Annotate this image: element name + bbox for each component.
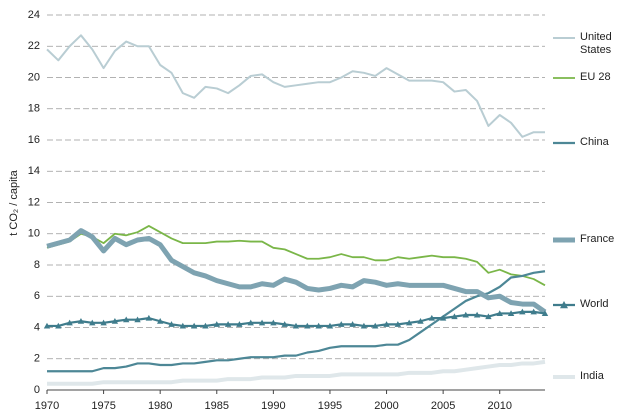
x-tick-label: 1990 [261, 400, 285, 412]
marker [304, 322, 311, 329]
marker [213, 321, 220, 327]
series-line [46, 225, 546, 287]
marker [383, 321, 390, 327]
y-tick-label: 14 [28, 165, 40, 177]
marker [66, 319, 73, 326]
marker [190, 322, 198, 329]
marker [428, 314, 436, 321]
y-tick-label: 20 [28, 71, 40, 83]
marker [258, 319, 266, 326]
x-tick-label: 1995 [318, 400, 342, 412]
marker [270, 319, 277, 326]
marker [247, 319, 254, 326]
y-tick-label: 16 [28, 134, 40, 146]
legend-label: China [580, 136, 609, 148]
series-line [47, 270, 546, 373]
y-tick-label: 18 [28, 103, 40, 115]
series-line [46, 228, 547, 314]
marker [349, 321, 356, 327]
y-tick-label: 10 [28, 228, 40, 240]
legend-label: World [580, 298, 609, 310]
marker [530, 308, 537, 315]
legend-label: EU 28 [580, 71, 611, 83]
series-line [47, 359, 546, 386]
y-tick-label: 8 [34, 259, 40, 271]
y-tick-label: 2 [34, 353, 40, 365]
marker [541, 310, 549, 316]
marker [123, 316, 130, 323]
marker [417, 318, 424, 324]
marker [236, 321, 243, 327]
legend-marker [560, 301, 568, 309]
marker [462, 311, 469, 318]
y-axis-label: t CO₂ / capita [8, 169, 20, 235]
marker [360, 322, 368, 329]
x-tick-label: 1980 [148, 400, 172, 412]
marker [451, 313, 458, 320]
marker [519, 308, 526, 315]
marker [179, 322, 187, 329]
marker [77, 318, 85, 324]
y-tick-label: 22 [28, 40, 40, 52]
series-line [46, 34, 545, 138]
marker [405, 319, 413, 326]
y-tick-label: 12 [28, 196, 40, 208]
marker [372, 322, 379, 329]
marker [202, 322, 209, 329]
y-tick-label: 24 [28, 9, 40, 21]
marker [315, 322, 322, 329]
marker [507, 310, 515, 316]
marker [292, 322, 300, 329]
y-tick-label: 4 [34, 321, 40, 333]
marker [156, 318, 164, 324]
marker [485, 313, 492, 320]
legend-label: India [580, 370, 604, 382]
y-tick-label: 6 [34, 290, 40, 302]
x-tick-label: 2010 [487, 400, 511, 412]
marker [89, 319, 96, 326]
marker [394, 321, 402, 327]
x-tick-label: 1975 [91, 400, 115, 412]
x-tick-label: 2005 [431, 400, 455, 412]
marker [496, 310, 503, 316]
marker [338, 321, 345, 327]
marker [100, 319, 107, 326]
x-tick-label: 2000 [374, 400, 398, 412]
x-tick-label: 1970 [35, 400, 59, 412]
y-tick-label: 0 [34, 384, 40, 396]
marker [439, 314, 447, 321]
marker [326, 322, 334, 329]
legend-label: United States [580, 31, 612, 56]
marker [281, 321, 288, 327]
legend-label: France [580, 233, 615, 245]
marker [55, 322, 62, 329]
marker [145, 314, 153, 321]
marker [134, 316, 141, 323]
marker [224, 321, 232, 327]
x-tick-label: 1985 [205, 400, 229, 412]
marker [43, 322, 51, 329]
marker [473, 311, 481, 318]
marker [168, 321, 175, 327]
marker [111, 318, 119, 324]
